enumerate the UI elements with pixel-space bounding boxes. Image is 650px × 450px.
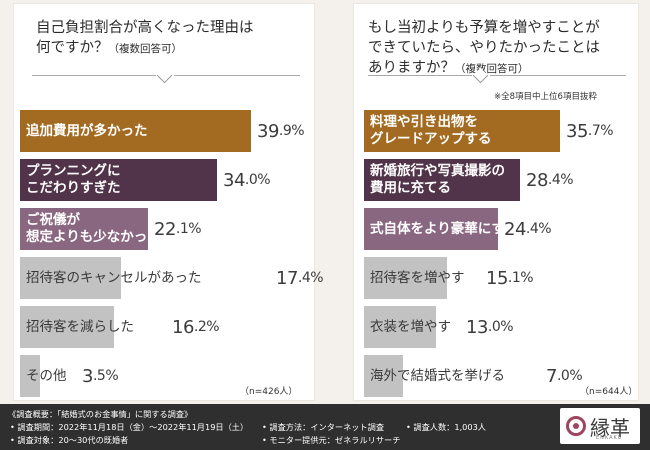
- bar: [364, 257, 447, 299]
- survey-method: • 調査方法：インターネット調査: [262, 422, 385, 432]
- value-label: 3.5%: [82, 365, 119, 387]
- divider: [368, 75, 472, 76]
- bar-row: 式自体をより豪華にする 24.4%: [364, 208, 644, 250]
- value-label: 16.2%: [172, 316, 220, 338]
- bar-row: 衣装を増やす 13.0%: [364, 306, 644, 348]
- category-label: 料理や引き出物を グレードアップする: [370, 114, 492, 147]
- bar-row: その他 3.5%: [20, 355, 312, 397]
- survey-heading: 《調査概要：「結婚式のお金事情」に関する調査》: [8, 409, 193, 419]
- category-label: 式自体をより豪華にする: [370, 220, 519, 237]
- value-label: 28.4%: [526, 169, 574, 191]
- chevron-down-icon: [156, 67, 173, 84]
- value-label: 22.1%: [154, 218, 202, 240]
- category-label: 新婚旅行や写真撮影の 費用に充てる: [370, 163, 505, 196]
- sample-size-label: （n=426人）: [240, 387, 298, 397]
- right-question-title: もし当初よりも予算を増やすことが できていたら、やりたかったことは ありますか？…: [368, 20, 600, 76]
- bar: [364, 159, 520, 201]
- survey-target: • 調査対象：20〜30代の既婚者: [10, 435, 129, 445]
- category-label: 招待客のキャンセルがあった: [26, 269, 202, 286]
- category-label: 招待客を増やす: [370, 269, 465, 286]
- bar: [20, 159, 217, 201]
- bar: [364, 355, 403, 397]
- value-label: 24.4%: [504, 218, 552, 240]
- value-label: 13.0%: [466, 316, 514, 338]
- bar: [20, 306, 114, 348]
- value-label: 17.4%: [276, 267, 324, 289]
- divider: [174, 75, 300, 76]
- category-label: その他: [26, 367, 67, 384]
- bar-row: 料理や引き出物を グレードアップする 35.7%: [364, 110, 644, 152]
- left-question-title: 自己負担割合が高くなった理由は 何ですか？（複数回答可）: [36, 20, 254, 56]
- left-chart-panel: 自己負担割合が高くなった理由は 何ですか？（複数回答可） 追加費用が多かった 39…: [14, 4, 324, 400]
- bar: [364, 306, 436, 348]
- bar-row: 招待客を減らした 16.2%: [20, 306, 312, 348]
- bar-row: 招待客を増やす 15.1%: [364, 257, 644, 299]
- survey-people: • 調査人数：1,003人: [406, 422, 486, 432]
- right-chart-panel: もし当初よりも予算を増やすことが できていたら、やりたかったことは ありますか？…: [354, 4, 638, 400]
- bar: [20, 110, 251, 152]
- survey-period: • 調査期間：2022年11月18日（金）〜2022年11月19日（土）: [10, 422, 249, 432]
- bar: [20, 208, 148, 250]
- divider: [32, 75, 156, 76]
- value-label: 15.1%: [486, 267, 534, 289]
- category-label: 追加費用が多かった: [26, 122, 148, 139]
- value-label: 34.0%: [223, 169, 271, 191]
- enkaku-logo: 縁革 ENKAKU: [560, 408, 640, 444]
- survey-footer: 《調査概要：「結婚式のお金事情」に関する調査》 • 調査期間：2022年11月1…: [0, 404, 650, 450]
- value-label: 7.0%: [546, 365, 583, 387]
- bar: [364, 110, 560, 152]
- category-label: 海外で結婚式を挙げる: [370, 367, 505, 384]
- bar: [20, 355, 40, 397]
- divider: [490, 75, 626, 76]
- bar-row: 追加費用が多かった 39.9%: [20, 110, 312, 152]
- bar: [20, 257, 121, 299]
- sample-size-label: （n=644人）: [580, 387, 638, 397]
- bar-row: 海外で結婚式を挙げる 7.0%: [364, 355, 644, 397]
- category-label: 招待客を減らした: [26, 318, 134, 335]
- category-label: プランニングに こだわりすぎた: [26, 163, 121, 196]
- survey-provider: • モニター提供元：ゼネラルリサーチ: [262, 435, 401, 445]
- bar-row: 招待客のキャンセルがあった 17.4%: [20, 257, 324, 299]
- bar-row: 新婚旅行や写真撮影の 費用に充てる 28.4%: [364, 159, 644, 201]
- value-label: 39.9%: [257, 120, 305, 142]
- category-label: ご祝儀が 想定よりも少なかった: [26, 212, 161, 245]
- bar-row: ご祝儀が 想定よりも少なかった 22.1%: [20, 208, 312, 250]
- value-label: 35.7%: [566, 120, 614, 142]
- category-label: 衣装を増やす: [370, 318, 451, 335]
- enkaku-logo-icon: [566, 416, 586, 436]
- bar: [364, 208, 498, 250]
- bar-row: プランニングに こだわりすぎた 34.0%: [20, 159, 312, 201]
- selection-note: ※全8項目中上位6項目抜粋: [494, 92, 597, 102]
